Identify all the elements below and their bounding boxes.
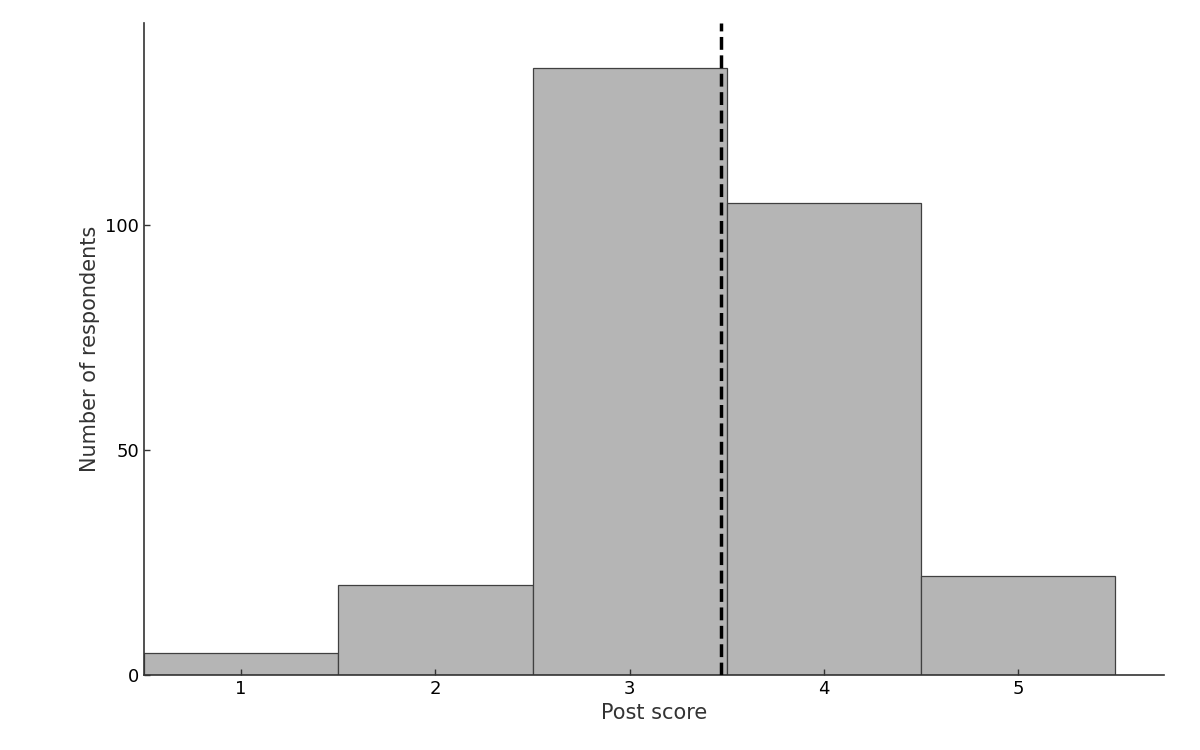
X-axis label: Post score: Post score: [601, 704, 707, 724]
Bar: [338, 585, 533, 675]
Bar: [727, 202, 922, 675]
Bar: [922, 576, 1116, 675]
Bar: [144, 652, 338, 675]
Bar: [533, 68, 727, 675]
Y-axis label: Number of respondents: Number of respondents: [79, 226, 100, 472]
